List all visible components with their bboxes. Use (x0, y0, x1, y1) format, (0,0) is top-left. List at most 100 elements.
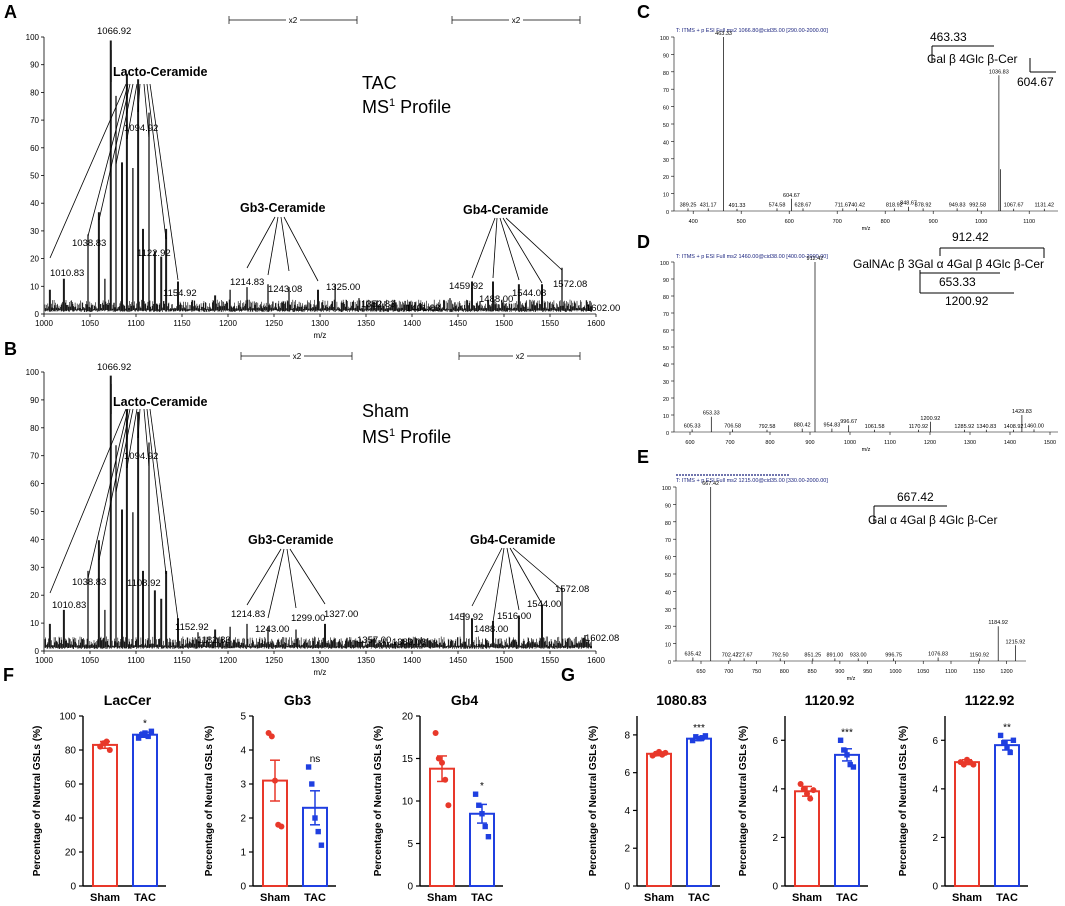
lacto-ceramide-label: Lacto-Ceramide (113, 65, 208, 79)
ms2-peak-label: 389.25 (680, 202, 697, 208)
y-tick-label: 70 (663, 88, 669, 94)
structure-label: GalNAc β 3Gal α 4Gal β 4Glc β-Cer (853, 257, 1044, 271)
peak-label: 1488.00 (474, 624, 508, 635)
x-tick-label: 650 (696, 669, 705, 675)
y-tick-label: 100 (59, 712, 76, 723)
fragment-mass-bottom: 1200.92 (945, 294, 989, 308)
y-tick-label: 15 (402, 754, 414, 765)
ms2-peak-label: 1150.92 (970, 652, 989, 658)
y-tick-label: 0 (666, 431, 669, 437)
x-tick-label: Sham (952, 892, 982, 904)
peak-label: 1108.92 (127, 578, 161, 589)
x-axis-title: m/z (862, 447, 871, 453)
y-tick-label: 10 (30, 619, 39, 628)
peak-label: 1094.92 (124, 123, 158, 134)
y-tick-label: 20 (663, 397, 669, 403)
x-tick-label: 1400 (403, 656, 421, 665)
x-tick-label: 1600 (587, 319, 605, 328)
x-tick-label: 1050 (81, 319, 99, 328)
x-tick-label: 1150 (173, 319, 191, 328)
data-point (847, 761, 853, 768)
x-tick-label: TAC (836, 892, 858, 904)
ms2-peak-label: 740.42 (848, 202, 865, 208)
chart-title: 1120.92 (805, 692, 855, 708)
y-tick-label: 0 (240, 882, 246, 893)
y-tick-label: 90 (663, 53, 669, 59)
ms2-peak-label: 574.58 (769, 202, 786, 208)
ms-label: MS (362, 427, 389, 447)
y-tick-label: 20 (402, 712, 414, 723)
peak-label: 1214.83 (230, 277, 264, 288)
x-tick-label: 1300 (311, 319, 329, 328)
y-tick-label: 80 (665, 521, 671, 527)
chart-title: LacCer (104, 692, 152, 708)
y-axis-title: Percentage of Neutral GSLs (%) (32, 726, 43, 877)
x-tick-label: 700 (725, 440, 734, 446)
fragment-mass-bottom: 604.67 (1017, 75, 1054, 89)
data-point (699, 735, 705, 741)
peak-label: 1066.92 (97, 26, 131, 37)
ms2-peak-label: 1036.83 (989, 69, 1009, 75)
y-tick-label: 20 (663, 175, 669, 181)
x2-bracket-right: x2 (451, 14, 581, 26)
x-tick-label: 1100 (1023, 219, 1035, 225)
panel-d: D T: ITMS + p ESI Full ms2 1460.00@cid38… (637, 230, 1058, 453)
significance-mark: ** (1003, 722, 1011, 733)
y-tick-label: 40 (65, 814, 77, 825)
y-tick-label: 80 (65, 746, 77, 757)
y-tick-label: 0 (932, 882, 938, 893)
lacto-ceramide-label: Lacto-Ceramide (113, 395, 208, 409)
y-tick-label: 20 (65, 848, 77, 859)
y-tick-label: 100 (662, 486, 671, 492)
data-point (139, 732, 145, 738)
y-axis-title: Percentage of Neutral GSLs (%) (738, 726, 749, 877)
data-point (145, 733, 151, 740)
x-tick-label: 800 (780, 669, 789, 675)
bar-chart-laccer: LacCer 0 20 40 60 80 100 Percentage of Neutral … (32, 692, 166, 904)
data-point (472, 791, 479, 797)
x-tick-label: 1000 (889, 669, 901, 675)
y-tick-label: 30 (665, 608, 671, 614)
data-point (148, 728, 155, 734)
x-tick-label: 1350 (357, 656, 375, 665)
x-tick-label: 1400 (403, 319, 421, 328)
panel-b-title-line2: MS1 Profile (362, 427, 451, 447)
y-tick-label: 6 (624, 768, 630, 779)
x-tick-label: 1150 (173, 656, 191, 665)
y-tick-label: 2 (240, 814, 246, 825)
ms2-peak-label: 848.67 (900, 201, 917, 207)
x-tick-label: 1000 (35, 656, 53, 665)
data-point (960, 761, 967, 768)
panel-e-axes: 0 10 20 30 40 50 60 70 80 90 100 650 700 750 800 850 900… (662, 481, 1026, 682)
data-point (485, 834, 492, 840)
x-tick-label: 1100 (945, 669, 957, 675)
x2-label: x2 (512, 16, 521, 25)
peak-label: 1214.83 (231, 609, 265, 620)
peak-label: 1010.83 (50, 268, 84, 279)
peak-label: 1152.92 (175, 622, 209, 633)
y-tick-label: 0 (624, 882, 630, 893)
data-point (970, 761, 977, 768)
ms2-peak-label: 604.67 (783, 193, 800, 199)
bar-chart-1080-83: 1080.83 0 2 4 6 8 Percentage of Neutral GSLs (… (588, 692, 720, 904)
y-tick-label: 90 (663, 278, 669, 284)
y-tick-label: 100 (660, 261, 669, 267)
x-tick-label: 900 (805, 440, 814, 446)
profile-label: Profile (395, 427, 451, 447)
ms2-peak-label: 818.92 (886, 202, 903, 208)
y-tick-label: 3 (240, 780, 246, 791)
profile-label: Profile (395, 97, 451, 117)
panel-b-title-line1: Sham (362, 401, 409, 421)
ms2-peak-label: 954.83 (824, 423, 841, 429)
x-tick-label: Sham (427, 892, 457, 904)
y-tick-label: 40 (663, 140, 669, 146)
panel-b-spectrum-trace (44, 375, 592, 649)
bar-sham (954, 761, 980, 888)
panel-c-spectrum-trace (687, 37, 1045, 211)
ms2-peak-label: 1408.92 (1004, 424, 1024, 430)
data-point (804, 790, 810, 797)
y-tick-label: 0 (407, 882, 413, 893)
y-tick-label: 70 (30, 116, 39, 125)
peak-label: 1459.92 (449, 281, 483, 292)
